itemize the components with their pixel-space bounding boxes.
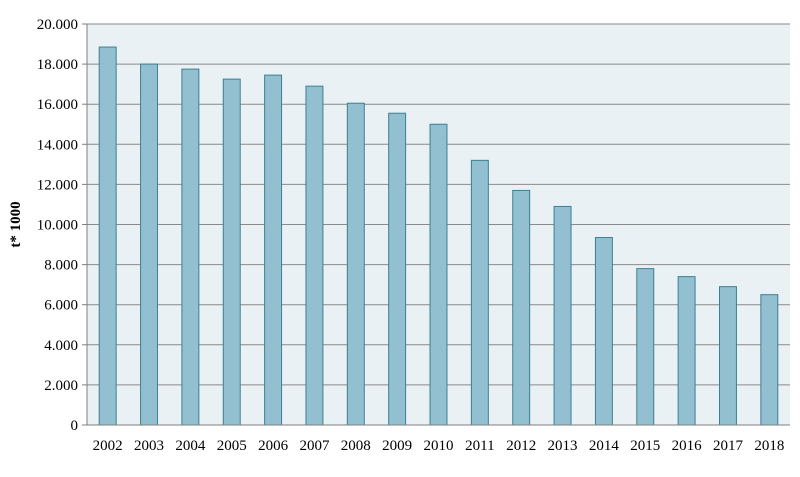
bar-2004 <box>181 68 200 426</box>
x-tick-label: 2010 <box>424 438 454 454</box>
y-tick-label: 0 <box>71 418 79 434</box>
x-tick-label: 2015 <box>630 438 660 454</box>
bar-2010 <box>429 123 448 426</box>
y-tick-label: 16.000 <box>37 97 78 113</box>
bar-2017 <box>718 286 737 426</box>
axes <box>86 24 790 426</box>
y-tick-label: 14.000 <box>37 137 78 153</box>
y-tick-label: 12.000 <box>37 177 78 193</box>
bars <box>98 46 779 426</box>
y-axis-title: t* 1000 <box>8 201 24 247</box>
x-tick-label: 2006 <box>258 438 289 454</box>
y-tick-label: 4.000 <box>44 338 78 354</box>
bar-2006 <box>264 74 283 426</box>
x-tick-labels: 2002 2003 2004 2005 2006 2007 2008 2009 2010 2011… <box>93 438 785 454</box>
x-tick-label: 2007 <box>299 438 330 454</box>
x-tick-label: 2009 <box>382 438 412 454</box>
x-tick-label: 2016 <box>672 438 703 454</box>
x-tick-label: 2012 <box>506 438 536 454</box>
bar-2005 <box>222 78 241 426</box>
x-tick-label: 2005 <box>217 438 247 454</box>
x-tick-label: 2018 <box>754 438 784 454</box>
y-tick-label: 10.000 <box>37 218 78 234</box>
y-tick-label: 8.000 <box>44 258 78 274</box>
x-tick-label: 2011 <box>465 438 494 454</box>
x-tick-label: 2004 <box>175 438 206 454</box>
y-tick-label: 6.000 <box>44 298 78 314</box>
bar-2003 <box>140 63 159 426</box>
bar-2008 <box>346 102 365 426</box>
bar-2012 <box>512 189 531 426</box>
bar-2007 <box>305 85 324 426</box>
x-tick-label: 2013 <box>548 438 578 454</box>
bar-2002 <box>98 46 117 426</box>
x-tick-label: 2014 <box>589 438 620 454</box>
y-tick-labels: 0 2.000 4.000 6.000 8.000 10.000 12.000 14.000 1… <box>37 17 78 434</box>
bar-2013 <box>553 205 572 426</box>
bar-2011 <box>470 159 489 426</box>
bar-2018 <box>760 294 779 426</box>
x-tick-label: 2002 <box>93 438 123 454</box>
y-tick-label: 20.000 <box>37 17 78 33</box>
bar-2014 <box>594 237 613 426</box>
y-tick-label: 2.000 <box>44 378 78 394</box>
bar-2009 <box>388 112 407 426</box>
bar-2016 <box>677 276 696 426</box>
y-tick-label: 18.000 <box>37 57 78 73</box>
x-tick-label: 2008 <box>341 438 371 454</box>
x-tick-label: 2003 <box>134 438 164 454</box>
bar-2015 <box>636 268 655 426</box>
x-tick-label: 2017 <box>713 438 744 454</box>
